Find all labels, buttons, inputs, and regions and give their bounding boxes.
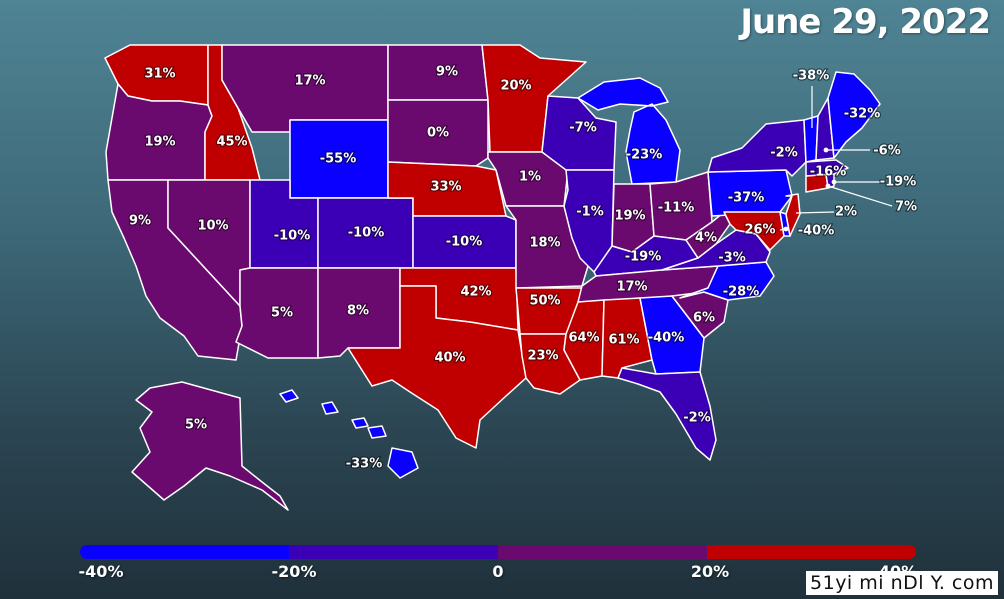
state-me: [827, 71, 881, 159]
label-mo: 18%: [529, 236, 560, 251]
state-nc: [679, 261, 775, 301]
label-pa: -37%: [728, 191, 765, 206]
state-va: [661, 229, 771, 271]
label-ga: -40%: [648, 331, 685, 346]
state-sd: [387, 99, 489, 167]
legend-color-bar: [80, 545, 916, 559]
label-ky: -19%: [625, 250, 662, 265]
label-nh: -16%: [810, 165, 847, 180]
label-wy: -55%: [320, 152, 357, 167]
label-ri: -19%: [880, 175, 917, 190]
state-ak: [131, 381, 289, 511]
label-de: -40%: [798, 224, 835, 239]
label-va: -3%: [718, 251, 745, 266]
state-wi: [541, 95, 617, 171]
label-vt: -38%: [793, 69, 830, 84]
label-sd: 0%: [427, 126, 449, 141]
label-hi: -33%: [346, 457, 383, 472]
label-mt: 17%: [294, 74, 325, 89]
label-ut: -10%: [274, 229, 311, 244]
label-ct: 7%: [895, 200, 917, 215]
legend-tick: 20%: [690, 562, 730, 581]
label-sc: 6%: [693, 311, 715, 326]
legend-tick: -40%: [78, 562, 124, 581]
label-ny: -2%: [770, 146, 797, 161]
watermark-text: 51yi mi nDl Y. com: [806, 571, 998, 595]
label-ak: 5%: [185, 418, 207, 433]
label-wa: 31%: [144, 67, 175, 82]
label-mi: -23%: [626, 148, 663, 163]
label-al: 61%: [608, 333, 639, 348]
state-ma: [805, 159, 849, 177]
label-nm: 8%: [347, 304, 369, 319]
label-in: 19%: [614, 209, 645, 224]
label-ia: 1%: [519, 170, 541, 185]
label-az: 5%: [271, 306, 293, 321]
label-ne: 33%: [430, 180, 461, 195]
legend-tick: 0: [492, 562, 504, 581]
label-id: 45%: [216, 135, 247, 150]
legend-segment: [707, 545, 916, 559]
state-hi-islands: [279, 389, 419, 479]
label-nc: -28%: [723, 285, 760, 300]
leader-lines: [779, 86, 893, 232]
label-ok: 42%: [460, 285, 491, 300]
label-co: -10%: [348, 226, 385, 241]
legend-segment: [498, 545, 707, 559]
label-ar: 50%: [529, 294, 560, 309]
label-wi: -7%: [569, 121, 596, 136]
label-tx: 40%: [434, 351, 465, 366]
state-tx: [347, 285, 527, 449]
legend-segment: [289, 545, 498, 559]
state-fl: [617, 367, 717, 461]
label-la: 23%: [527, 349, 558, 364]
label-fl: -2%: [683, 411, 710, 426]
state-labels: 31% 19% 9% 45% 10% 17% -55% -10% 5% -10%…: [128, 63, 918, 472]
label-nd: 9%: [436, 65, 458, 80]
label-oh: -11%: [658, 201, 695, 216]
legend-segment: [80, 545, 289, 559]
label-tn: 17%: [616, 280, 647, 295]
state-nj: [785, 193, 801, 237]
date-title: June 29, 2022: [740, 2, 991, 42]
label-nj: 2%: [835, 205, 857, 220]
label-il: -1%: [576, 205, 603, 220]
label-md: 26%: [744, 223, 775, 238]
label-nv: 10%: [197, 219, 228, 234]
label-or: 19%: [144, 135, 175, 150]
label-ma: -6%: [873, 144, 900, 159]
label-ca: 9%: [129, 214, 151, 229]
state-mt: [221, 44, 389, 133]
legend-tick: -20%: [271, 562, 317, 581]
label-ks: -10%: [446, 235, 483, 250]
label-ms: 64%: [568, 331, 599, 346]
label-me: -32%: [844, 107, 881, 122]
label-wv: 4%: [695, 231, 717, 246]
label-mn: 20%: [500, 79, 531, 94]
